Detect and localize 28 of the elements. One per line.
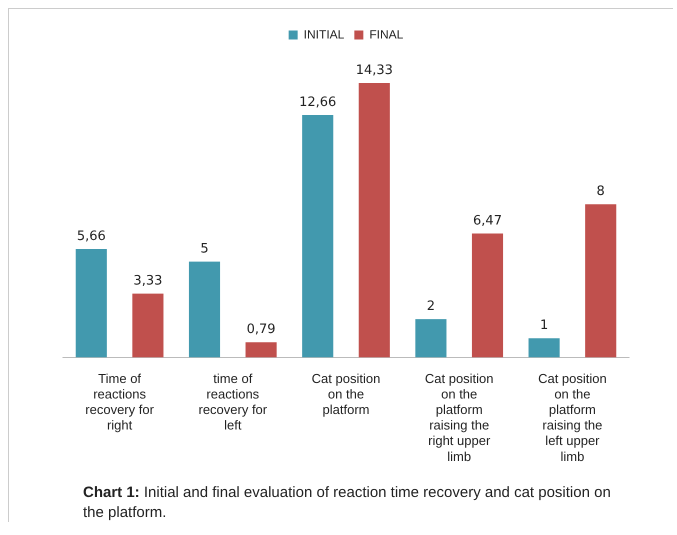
x-tick-label: Time of reactions recovery for right — [85, 370, 155, 433]
bar — [246, 342, 277, 358]
bar — [585, 204, 616, 358]
bar — [302, 114, 334, 358]
x-tick-label: Cat position on the platform raising the right upper limb — [424, 370, 494, 464]
caption: Chart 1: Initial and final evaluation of reaction time recovery and cat position on the platform. — [83, 483, 612, 522]
legend-label: FINAL — [369, 27, 404, 42]
data-label: 3,33 — [133, 274, 162, 289]
data-label: 12,66 — [299, 94, 336, 110]
bar — [528, 338, 560, 358]
data-label: 6,47 — [473, 213, 502, 228]
x-tick-label: Cat position on the platform — [312, 370, 380, 417]
x-tick-label: Cat position on the platform raising the left upper limb — [538, 370, 607, 464]
bar — [188, 262, 220, 358]
legend-label: INITIAL — [304, 27, 345, 42]
bar — [472, 234, 504, 358]
bar — [415, 319, 446, 358]
x-tick-label: time of reactions recovery for left — [198, 370, 268, 433]
bar — [358, 82, 390, 358]
bar — [132, 294, 164, 358]
data-label: 5,66 — [76, 228, 106, 244]
data-label: 8 — [596, 184, 605, 200]
data-label: 0,79 — [246, 322, 276, 338]
bar — [76, 249, 107, 358]
data-label: 2 — [426, 298, 436, 314]
data-label: 14,33 — [356, 62, 393, 78]
data-label: 1 — [540, 318, 548, 334]
data-label: 5 — [200, 242, 209, 257]
